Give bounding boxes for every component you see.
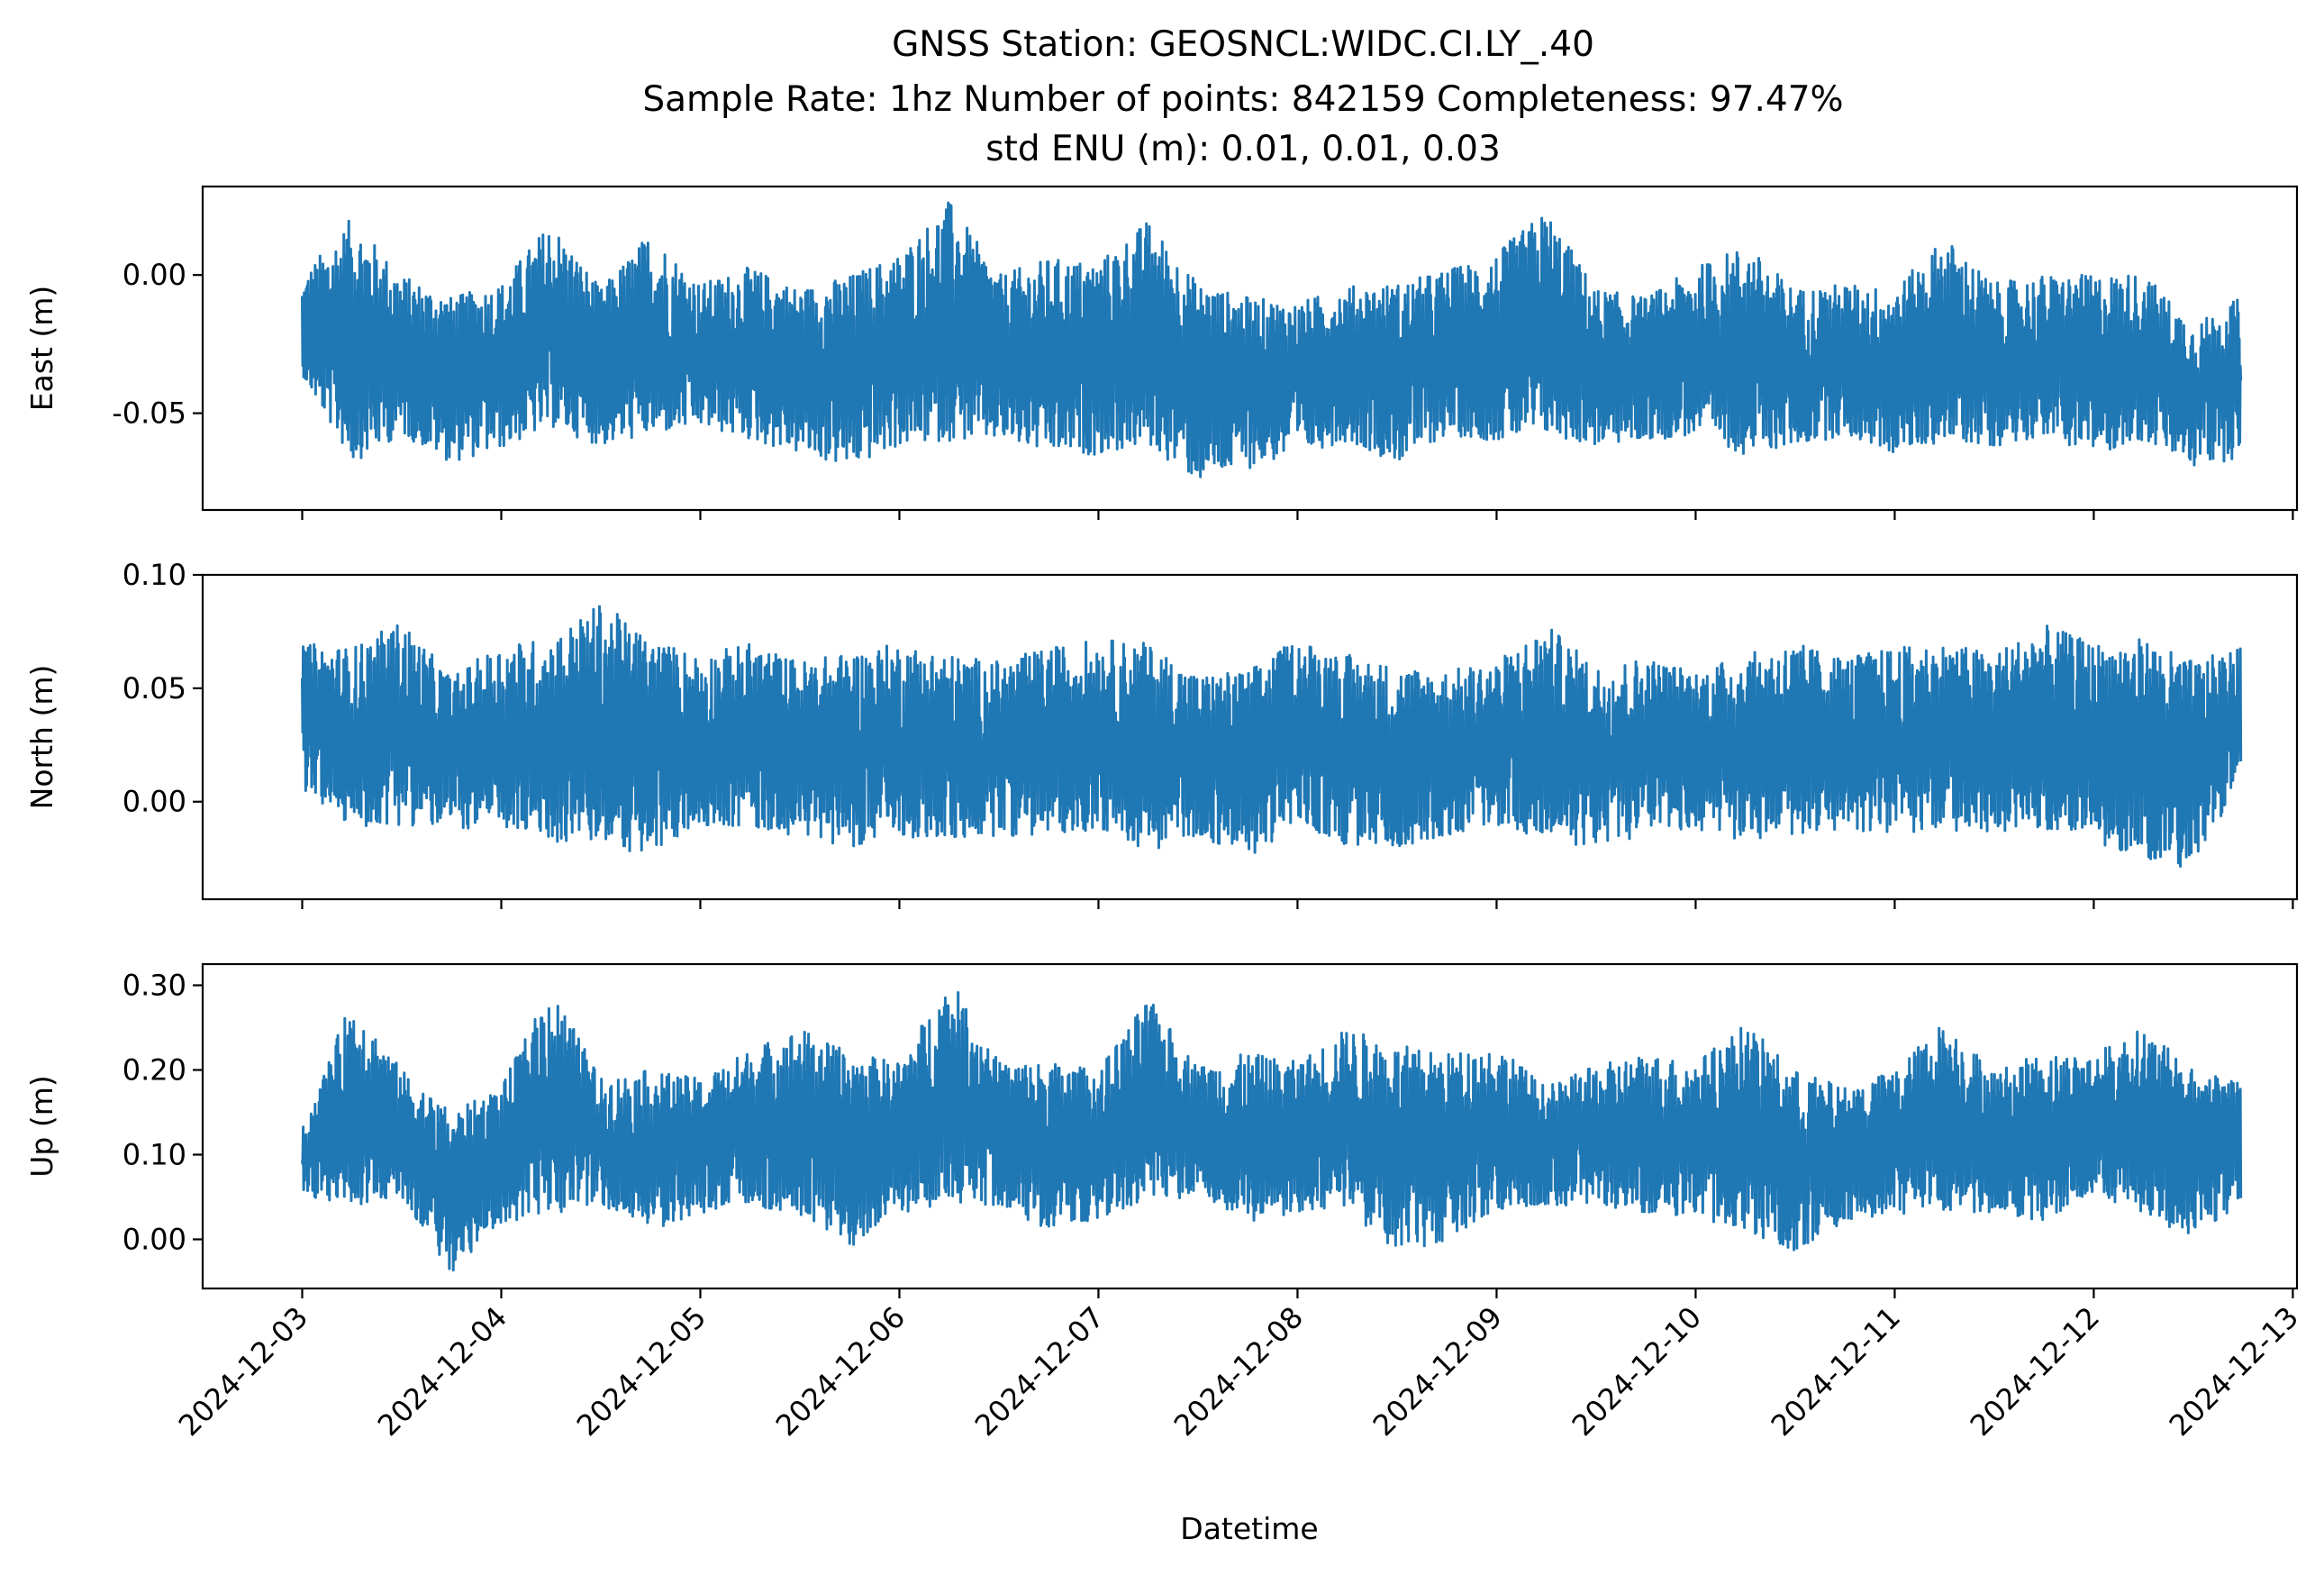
up-y-axis-label: Up (m)	[24, 1075, 59, 1178]
up-axes-frame	[201, 962, 2299, 1290]
up-y-tick-label: 0.00	[123, 1222, 186, 1256]
up-y-tick-label: 0.10	[123, 1137, 186, 1171]
north-y-axis-label: North (m)	[24, 665, 59, 810]
up-y-tick-label: 0.30	[123, 968, 186, 1002]
east-y-tick-label: 0.00	[123, 258, 186, 292]
north-series-line	[301, 605, 2243, 868]
x-axis-label: Datetime	[1180, 1511, 1318, 1546]
east-y-tick-label: -0.05	[112, 396, 186, 431]
east-series-line	[301, 201, 2243, 478]
up-panel: 0.30 0.20 0.10 0.00 Up (m)	[24, 962, 2299, 1298]
east-axes-frame	[201, 185, 2299, 512]
chart-title-line-2: Sample Rate: 1hz Number of points: 84215…	[642, 79, 1843, 120]
east-panel: 0.00 -0.05 East (m)	[24, 185, 2299, 520]
up-series-line	[301, 991, 2243, 1272]
up-y-tick-label: 0.20	[123, 1052, 186, 1087]
chart-title-line-1: GNSS Station: GEOSNCL:WIDC.CI.LY_.40	[892, 24, 1594, 65]
north-y-tick-label: 0.10	[123, 558, 186, 592]
east-y-axis-label: East (m)	[24, 286, 59, 412]
north-panel: 0.10 0.05 0.00 North (m)	[24, 558, 2299, 909]
north-y-tick-label: 0.05	[123, 671, 186, 706]
north-axes-frame	[201, 573, 2299, 901]
chart-title-line-3: std ENU (m): 0.01, 0.01, 0.03	[985, 129, 1501, 169]
north-y-tick-label: 0.00	[123, 785, 186, 819]
